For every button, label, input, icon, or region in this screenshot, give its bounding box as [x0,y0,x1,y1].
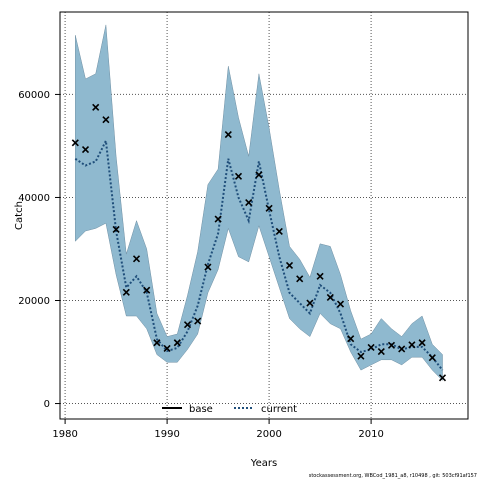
legend-current-label: current [261,404,297,415]
observed-point-1993 [194,317,202,325]
series-line-current [74,137,444,371]
observed-point-1992 [183,321,192,329]
observed-point-1995 [214,215,222,223]
observed-point-2013 [398,345,406,353]
axes: 1980 1990 2000 2010 0 20000 40000 60000 [18,90,384,440]
observed-point-1991 [173,339,181,347]
uncertainty-band-0 [75,24,443,382]
observed-point-2009 [357,352,365,360]
observed-point-stroke [71,139,79,147]
observed-point-2014 [408,341,416,349]
observed-point-stroke [102,116,110,124]
observed-point-stroke [387,341,396,349]
plot-frame [59,11,469,420]
observed-point-2017 [438,374,447,382]
observed-point-stroke [234,172,243,180]
observed-point-stroke [377,347,385,356]
observed-point-stroke [245,199,253,207]
x-tick-label-2010: 2010 [358,429,383,440]
y-axis-title: Catch [14,201,25,230]
observed-point-stroke [428,354,436,362]
y-tick-label-20000: 20000 [18,296,50,307]
observed-point-stroke [296,275,304,283]
observed-point-stroke [418,339,426,347]
x-tick-label-1990: 1990 [154,429,179,440]
observed-point-stroke [224,131,232,139]
observed-point-1986 [122,288,130,296]
observed-point-stroke [92,103,100,111]
observed-points-layer [71,103,447,382]
observed-point-2007 [336,300,345,308]
observed-point-2004 [306,299,314,307]
observed-point-1984 [102,116,110,124]
series-layer [74,137,444,371]
observed-point-stroke [306,299,314,307]
observed-point-stroke [173,339,181,347]
observed-point-2010 [367,343,375,351]
observed-point-stroke [316,272,324,280]
observed-point-2008 [347,335,355,343]
observed-point-stroke [204,263,212,271]
observed-point-stroke [438,374,447,382]
y-tick-label-0: 0 [44,399,50,410]
x-tick-label-1980: 1980 [52,429,77,440]
observed-point-stroke [408,341,416,349]
observed-point-2001 [275,227,283,236]
y-tick-label-60000: 60000 [18,90,50,101]
uncertainty-band-layer [75,24,443,382]
observed-point-2003 [296,275,304,283]
observed-point-stroke [81,145,90,154]
footnote: stockassessment.org, WBCod_1981_a8, r104… [309,473,477,479]
observed-point-stroke [285,261,294,270]
observed-point-1985 [112,225,120,233]
legend: base current [162,404,297,415]
observed-point-2002 [285,261,294,270]
observed-point-stroke [194,317,202,325]
observed-point-stroke [347,335,355,343]
y-tick-label-40000: 40000 [18,193,50,204]
observed-point-1997 [234,172,243,180]
observed-point-stroke [326,293,334,301]
observed-point-stroke [132,255,141,263]
legend-base-label: base [189,404,213,415]
observed-point-2011 [377,347,385,356]
observed-point-1990 [163,344,171,352]
observed-point-stroke [357,352,365,360]
observed-point-2015 [418,339,426,347]
observed-point-stroke [153,339,161,347]
x-axis-title: Years [250,458,277,469]
observed-point-stroke [112,225,120,233]
observed-point-1982 [81,145,90,154]
observed-point-1994 [204,263,212,271]
observed-point-2006 [326,293,334,301]
observed-point-stroke [275,227,283,236]
observed-point-stroke [183,321,192,329]
observed-point-stroke [255,171,263,179]
observed-point-1998 [245,199,253,207]
observed-point-1987 [132,255,141,263]
observed-point-1989 [153,339,161,347]
observed-point-1983 [92,103,100,111]
observed-point-stroke [143,286,151,294]
observed-point-2005 [316,272,324,280]
observed-point-1981 [71,139,79,147]
observed-point-stroke [265,204,273,212]
observed-point-stroke [367,343,375,351]
observed-point-stroke [398,345,406,353]
observed-point-1996 [224,131,232,139]
observed-point-stroke [163,344,171,352]
observed-point-1999 [255,171,263,179]
observed-point-1988 [143,286,151,294]
observed-point-stroke [214,215,222,223]
observed-point-2016 [428,354,436,362]
observed-point-stroke [122,288,130,296]
observed-point-2000 [265,204,273,212]
x-tick-label-2000: 2000 [256,429,281,440]
observed-point-2012 [387,341,396,349]
observed-point-stroke [336,300,345,308]
